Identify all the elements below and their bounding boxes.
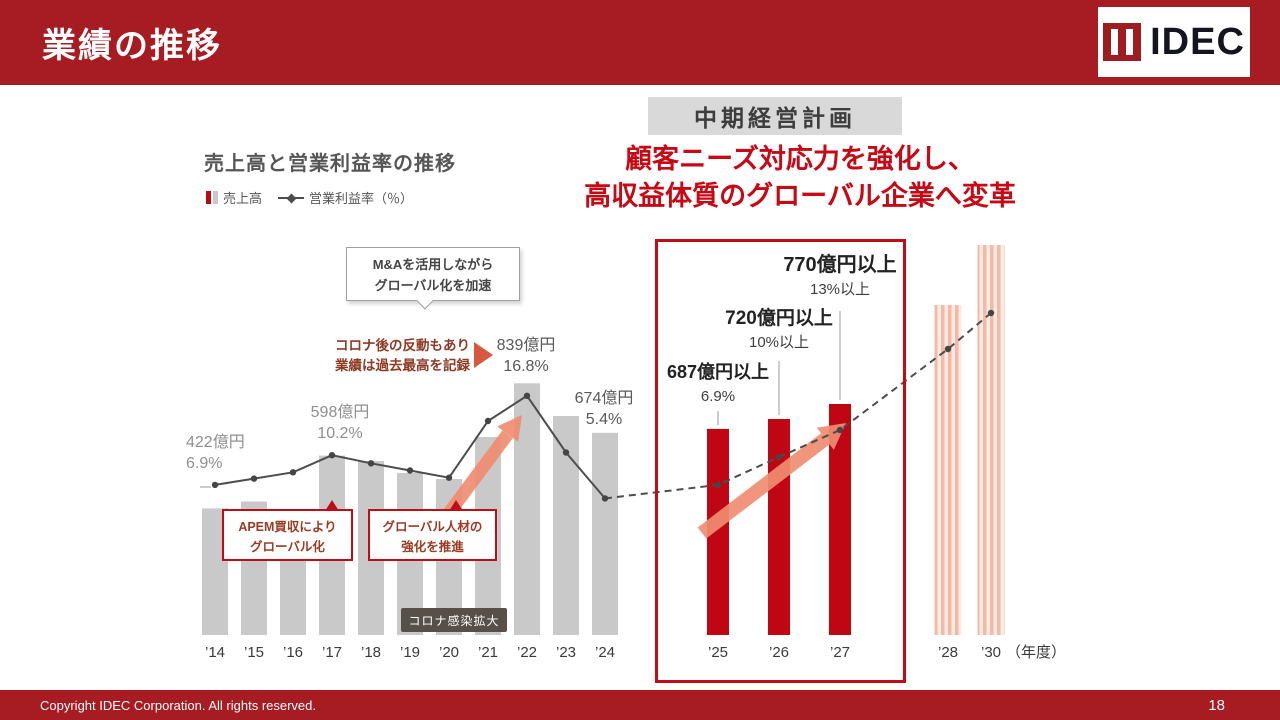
profit-rate-dot-’17 — [328, 452, 336, 459]
profit-rate-dot-’28 — [944, 345, 952, 353]
legend-profit-rate-label: 営業利益率（％） — [309, 191, 414, 206]
idec-logo-mark-icon — [1103, 23, 1142, 61]
profit-rate-dot-’24 — [601, 495, 609, 502]
profit-rate-dot-’22 — [523, 392, 531, 399]
axis-label-’14: ’14 — [205, 644, 225, 661]
apem-callout: APEM買収により グローバル化 — [222, 500, 353, 561]
bar-’23 — [553, 416, 579, 635]
midterm-plan-outline — [655, 239, 906, 683]
axis-label-’26: ’26 — [769, 644, 789, 661]
profit-rate-dot-’21 — [484, 417, 492, 425]
axis-label-’17: ’17 — [322, 644, 342, 661]
midterm-plan-badge: 中期経営計画 — [648, 97, 902, 135]
legend-revenue-label: 売上高 — [223, 191, 263, 206]
label-fy22: 839億円 16.8% — [496, 337, 556, 376]
chart-legend: 売上高 営業利益率（％） — [206, 188, 413, 207]
bar-’30 — [977, 245, 1005, 635]
bar-’24 — [592, 432, 618, 635]
axis-label-’22: ’22 — [517, 644, 537, 661]
footer-bar: Copyright IDEC Corporation. All rights r… — [0, 690, 1280, 720]
page-title: 業績の推移 — [42, 27, 222, 65]
pointer-up-icon — [449, 500, 463, 511]
profit-rate-dot-’23 — [562, 449, 570, 456]
legend-item-profit-rate: 営業利益率（％） — [278, 188, 413, 207]
profit-rate-dot-’25 — [714, 481, 722, 489]
profit-rate-dot-’30 — [987, 309, 995, 317]
axis-unit-label: （年度） — [1006, 644, 1066, 661]
performance-chart: ’14 ’15 ’16 ’17 ’18 ’19 ’20 ’21 ’22 ’23 ’24 ’25 ’26 ’… — [200, 245, 1066, 661]
label-fy26-target: 720億円以上 10%以上 — [725, 308, 833, 352]
axis-label-’27: ’27 — [830, 644, 850, 661]
axis-label-’28: ’28 — [938, 644, 958, 661]
headline: 顧客ニーズ対応力を強化し、 高収益体質のグローバル企業へ変革 — [530, 141, 1070, 215]
profit-rate-dot-’15 — [250, 475, 258, 482]
label-fy14: 422億円 6.9% — [186, 434, 245, 473]
profit-rate-dot-’14 — [211, 481, 219, 489]
axis-label-’18: ’18 — [361, 644, 381, 661]
chart-title: 売上高と営業利益率の推移 — [204, 153, 456, 175]
bar-legend-icon — [206, 191, 218, 204]
label-fy17: 598億円 10.2% — [310, 404, 370, 443]
profit-rate-dot-’26 — [775, 453, 783, 461]
profit-rate-dot-’16 — [289, 469, 297, 476]
right-arrow-icon — [474, 342, 493, 368]
label-fy27-target: 770億円以上 13%以上 — [783, 254, 897, 299]
headline-line1: 顧客ニーズ対応力を強化し、 — [625, 144, 975, 174]
label-fy24: 674億円 5.4% — [574, 390, 634, 429]
header-bar: 業績の推移 IDEC — [0, 0, 1280, 85]
pointer-up-icon — [325, 500, 339, 511]
axis-label-’15: ’15 — [244, 644, 264, 661]
copyright-text: Copyright IDEC Corporation. All rights r… — [40, 697, 317, 713]
profit-rate-dot-’20 — [445, 474, 453, 481]
page-number: 18 — [1208, 696, 1225, 714]
axis-label-’20: ’20 — [439, 644, 459, 661]
axis-label-’21: ’21 — [478, 644, 498, 661]
legend-item-revenue: 売上高 — [206, 188, 262, 207]
idec-logo-text: IDEC — [1150, 20, 1245, 63]
chart-area: ’14 ’15 ’16 ’17 ’18 ’19 ’20 ’21 ’22 ’23 ’24 ’25 ’26 ’… — [190, 225, 1070, 665]
bar-’27 — [829, 404, 851, 635]
axis-label-’23: ’23 — [556, 644, 576, 661]
profit-rate-dot-’27 — [836, 426, 844, 434]
ma-callout: M&Aを活用しながら グローバル化を加速 — [346, 247, 520, 310]
axis-label-’24: ’24 — [595, 644, 615, 661]
bar-’28 — [934, 305, 962, 635]
headline-line2: 高収益体質のグローバル企業へ変革 — [584, 181, 1016, 211]
axis-label-’30: ’30 — [981, 644, 1001, 661]
corona-spread-badge: コロナ感染拡大 — [401, 608, 507, 632]
global-talent-callout: グローバル人材の 強化を推進 — [368, 500, 497, 561]
bar-’25 — [707, 428, 729, 635]
corona-rebound-note: コロナ後の反動もあり 業績は過去最高を記録 — [335, 338, 470, 374]
idec-logo: IDEC — [1098, 7, 1250, 77]
line-legend-icon — [278, 192, 305, 204]
label-fy25-target: 687億円以上 6.9% — [666, 362, 770, 405]
axis-label-’19: ’19 — [400, 644, 420, 661]
axis-label-’25: ’25 — [708, 644, 728, 661]
profit-rate-dot-’18 — [367, 460, 375, 467]
axis-label-’16: ’16 — [283, 644, 303, 661]
profit-rate-dot-’19 — [406, 467, 414, 474]
